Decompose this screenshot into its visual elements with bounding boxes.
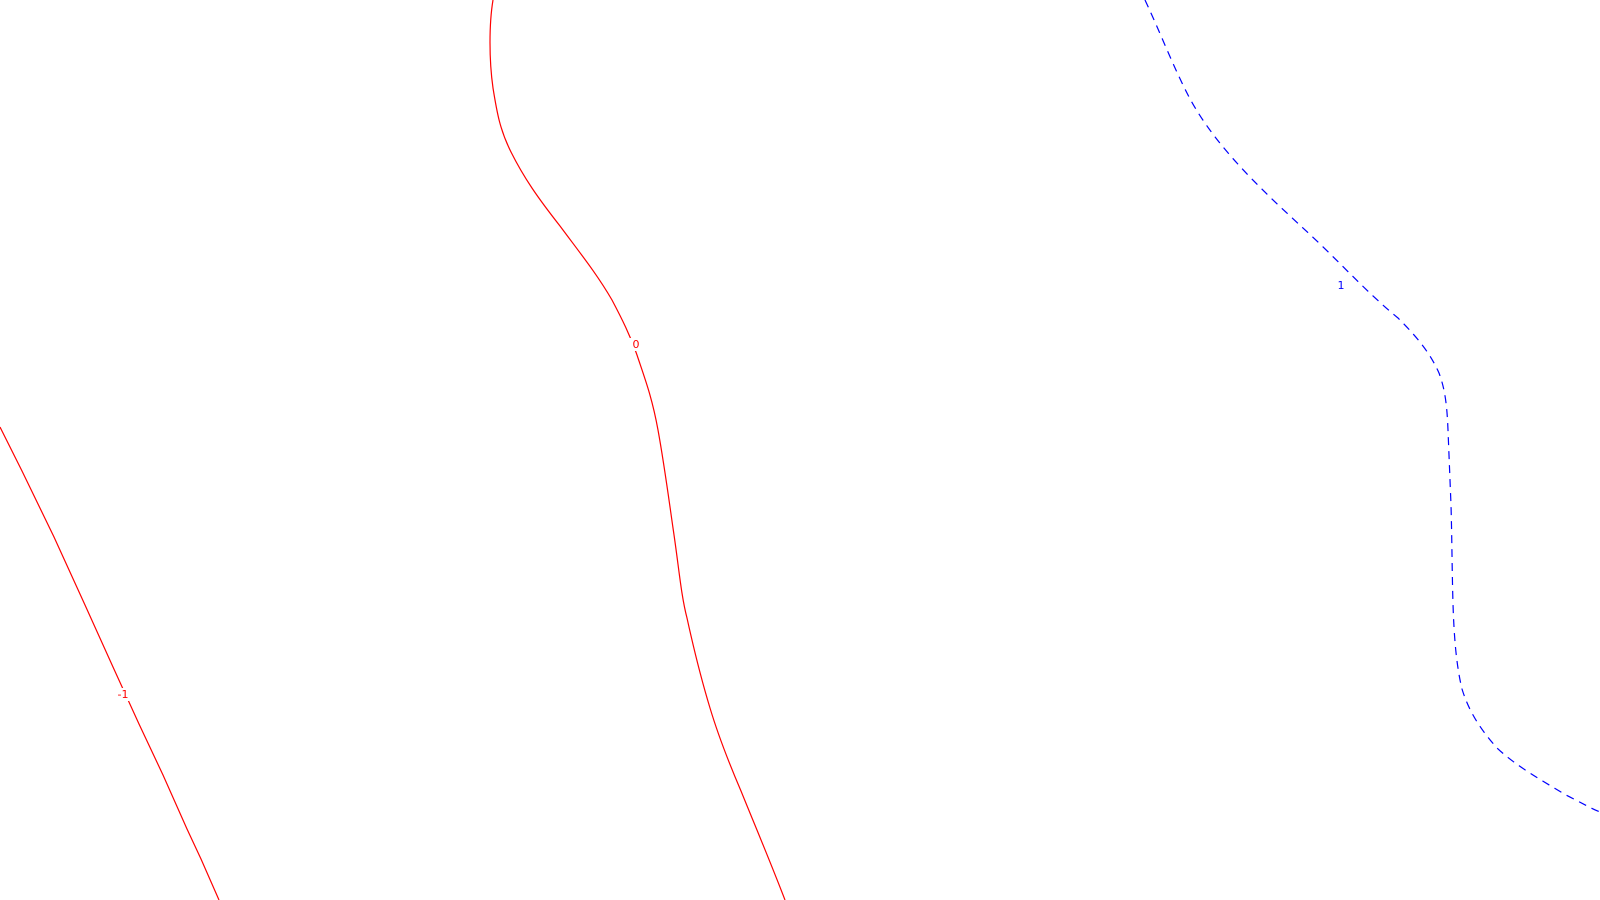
contour-label-bg-minus-1 [114,688,130,701]
contour-label-bg-plus-1 [1334,279,1346,292]
contour-line-zero [489,0,786,900]
contour-label-plus-1: 1 [1338,279,1345,292]
contour-label-minus-1: -1 [118,688,129,701]
contour-label-bg-zero [629,338,641,351]
contour-label-zero: 0 [633,338,640,351]
